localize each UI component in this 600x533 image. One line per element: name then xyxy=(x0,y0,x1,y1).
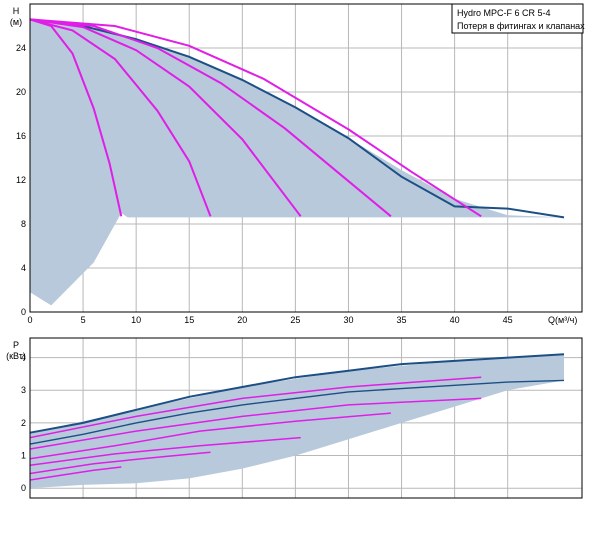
power-speed-curve-4 xyxy=(29,436,301,467)
power-y-axis-title: (кВт) xyxy=(6,351,26,361)
power-speed-curve-3 xyxy=(29,412,391,460)
head-y-tick-label: 24 xyxy=(16,43,26,53)
power-y-tick-label: 4 xyxy=(21,353,26,363)
head-x-tick-label: 40 xyxy=(450,315,460,325)
head-x-axis-title: Q(м³/ч) xyxy=(548,315,577,325)
head-speed-curve-2 xyxy=(29,18,212,217)
head-y-tick-label: 4 xyxy=(21,263,26,273)
power-y-tick-label: 1 xyxy=(21,451,26,461)
power-y-tick-label: 2 xyxy=(21,418,26,428)
head-x-tick-label: 5 xyxy=(81,315,86,325)
head-chart-panel: 0 4 8 12 16 20 24 H(м) 0 5 10 15 20 25 30 35 40 45 Q(м³/ч) xyxy=(10,3,583,325)
head-x-tick-label: 25 xyxy=(290,315,300,325)
power-speed-curve-5 xyxy=(29,451,211,475)
power-speed-curve-2 xyxy=(29,397,482,450)
power-y-axis-title: P xyxy=(13,340,19,350)
head-x-tick-label: 35 xyxy=(397,315,407,325)
head-y-tick-label: 16 xyxy=(16,131,26,141)
head-y-tick-label: 0 xyxy=(21,307,26,317)
head-x-tick-label: 30 xyxy=(343,315,353,325)
head-speed-curve-5 xyxy=(29,18,482,218)
power-chart-panel: 0 1 2 3 4P(кВт) xyxy=(6,337,583,499)
head-plot-frame xyxy=(29,3,583,313)
legend-box xyxy=(451,3,584,34)
power-envelope-curve-lower xyxy=(29,379,565,445)
power-envelope-curve xyxy=(29,353,565,434)
head-y-tick-label: 8 xyxy=(21,219,26,229)
power-y-tick-label: 0 xyxy=(21,483,26,493)
power-plot-frame xyxy=(29,337,583,499)
head-x-tick-label: 10 xyxy=(131,315,141,325)
head-speed-curve-3 xyxy=(29,18,302,217)
power-speed-curve-6 xyxy=(29,466,122,481)
head-x-tick-label: 15 xyxy=(184,315,194,325)
chart-legend: Hydro MPC-F 6 CR 5-4 Потеря в фитингах и… xyxy=(451,3,585,34)
head-speed-curve-4 xyxy=(29,18,392,218)
head-y-tick-label: 12 xyxy=(16,175,26,185)
power-y-tick-label: 3 xyxy=(21,385,26,395)
head-y-tick-label: 20 xyxy=(16,87,26,97)
head-y-axis-title: (м) xyxy=(10,17,22,27)
head-x-tick-label: 20 xyxy=(237,315,247,325)
head-y-axis-title: H xyxy=(13,6,20,16)
head-x-tick-label: 0 xyxy=(27,315,32,325)
head-x-tick-label: 45 xyxy=(503,315,513,325)
legend-line-1: Hydro MPC-F 6 CR 5-4 xyxy=(457,8,551,18)
power-speed-curve-1 xyxy=(29,376,482,439)
head-operating-area xyxy=(30,19,564,306)
legend-line-2: Потеря в фитингах и клапанах xyxy=(457,21,585,31)
